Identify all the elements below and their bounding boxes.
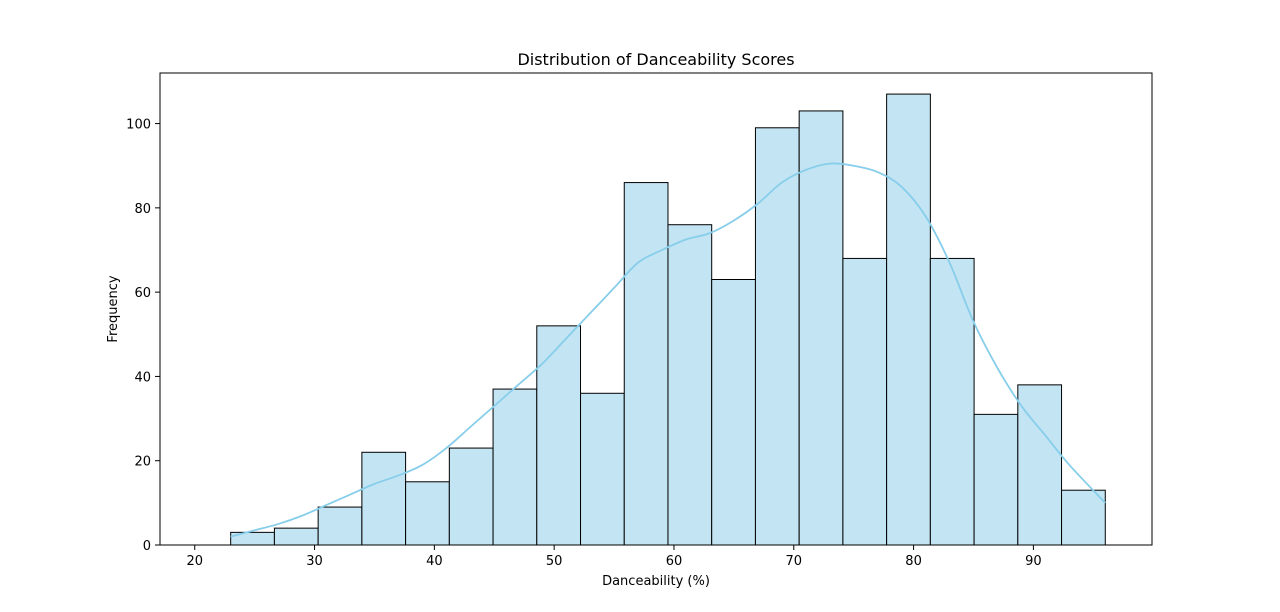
- histogram-bar: [317, 506, 363, 546]
- histogram-bar: [580, 392, 625, 546]
- chart-title: Distribution of Danceability Scores: [517, 50, 794, 69]
- x-tick-label: 90: [1025, 554, 1042, 569]
- histogram-bar: [361, 451, 407, 546]
- histogram-bar: [1061, 489, 1106, 546]
- y-tick-label: 80: [134, 202, 151, 217]
- histogram-bar: [798, 110, 844, 546]
- x-axis-label: Danceability (%): [602, 574, 710, 589]
- histogram-bar: [886, 93, 931, 546]
- y-axis-label: Frequency: [106, 275, 121, 342]
- histogram-bar: [623, 182, 669, 546]
- histogram-bar: [273, 527, 319, 546]
- histogram-bar: [711, 279, 756, 546]
- x-axis: 20 30 40 50 60 70 80 90: [186, 545, 1042, 569]
- y-axis: 0 20 40 60 80 100: [126, 118, 160, 554]
- x-tick-label: 70: [786, 554, 803, 569]
- histogram-bar: [536, 325, 582, 546]
- y-tick-label: 100: [126, 118, 151, 133]
- y-tick-label: 40: [134, 370, 151, 385]
- histogram-bar: [929, 257, 975, 546]
- bars-group: [230, 93, 1106, 546]
- histogram-bar: [973, 413, 1019, 546]
- x-tick-label: 20: [186, 554, 203, 569]
- x-tick-label: 50: [546, 554, 563, 569]
- plot-frame: [159, 72, 1153, 546]
- histogram-bar: [754, 127, 800, 546]
- kde-curve: [230, 162, 1106, 538]
- x-tick-label: 40: [426, 554, 443, 569]
- y-tick-label: 20: [134, 455, 151, 470]
- histogram-bar: [405, 481, 450, 546]
- x-tick-label: 30: [306, 554, 323, 569]
- y-tick-label: 60: [134, 286, 151, 301]
- x-tick-label: 60: [666, 554, 683, 569]
- x-tick-label: 80: [905, 554, 922, 569]
- histogram-bar: [448, 447, 494, 546]
- histogram-bar: [842, 257, 888, 546]
- histogram-bar: [492, 388, 538, 546]
- histogram-bar: [667, 224, 713, 546]
- y-tick-label: 0: [143, 539, 151, 554]
